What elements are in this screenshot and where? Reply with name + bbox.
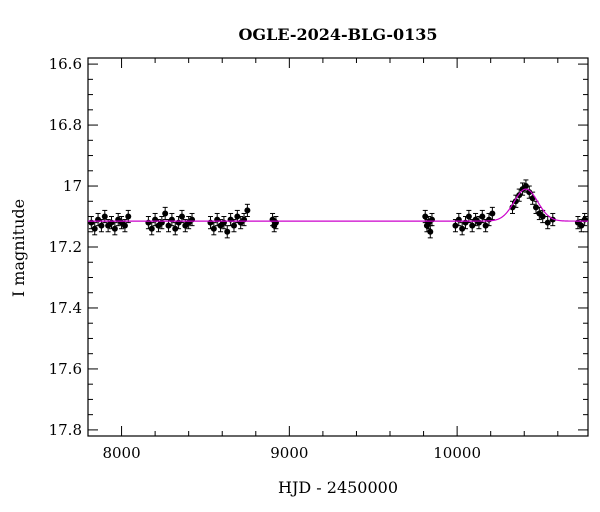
- data-point: [526, 189, 533, 196]
- data-point: [427, 228, 434, 235]
- y-tick-label: 16.6: [49, 55, 82, 73]
- plot-area: 8000 9000 10000 16.6 16.8 17 17.2 17.4 17.6 17.8: [49, 55, 589, 462]
- data-point: [469, 222, 476, 229]
- data-point: [230, 222, 237, 229]
- data-point: [522, 183, 529, 190]
- y-tick-label: 17.4: [49, 299, 82, 317]
- data-point: [148, 225, 155, 232]
- y-tick-label: 16.8: [49, 116, 82, 134]
- data-point: [165, 222, 172, 229]
- data-point: [489, 210, 496, 217]
- data-point: [224, 228, 231, 235]
- data-point: [539, 213, 546, 220]
- y-tick-label: 17.8: [49, 421, 82, 439]
- data-point: [422, 213, 429, 220]
- data-point: [512, 198, 519, 205]
- y-tick-label: 17: [63, 177, 82, 195]
- data-point: [244, 207, 251, 214]
- y-axis-label: I magnitude: [9, 199, 28, 297]
- data-point: [172, 225, 179, 232]
- data-point: [111, 225, 118, 232]
- data-point: [101, 213, 108, 220]
- chart-title: OGLE-2024-BLG-0135: [238, 25, 437, 44]
- data-point: [234, 213, 241, 220]
- data-point: [479, 213, 486, 220]
- data-point: [544, 219, 551, 226]
- data-point: [210, 225, 217, 232]
- data-point: [162, 210, 169, 217]
- y-tick-label: 17.6: [49, 360, 82, 378]
- x-axis-label: HJD - 2450000: [278, 478, 398, 497]
- x-tick-label: 10000: [433, 444, 481, 462]
- y-tick-label: 17.2: [49, 238, 82, 256]
- data-point: [121, 222, 128, 229]
- data-point: [91, 225, 98, 232]
- data-point: [178, 213, 185, 220]
- data-point: [482, 222, 489, 229]
- data-point: [532, 204, 539, 211]
- data-point: [465, 213, 472, 220]
- data-point: [578, 222, 585, 229]
- plot-frame: [87, 57, 589, 437]
- data-point: [452, 222, 459, 229]
- x-tick-label: 9000: [270, 444, 308, 462]
- data-point: [125, 213, 132, 220]
- x-tick-label: 8000: [102, 444, 140, 462]
- data-point: [98, 222, 105, 229]
- data-point: [459, 225, 466, 232]
- model-curve: [88, 188, 588, 222]
